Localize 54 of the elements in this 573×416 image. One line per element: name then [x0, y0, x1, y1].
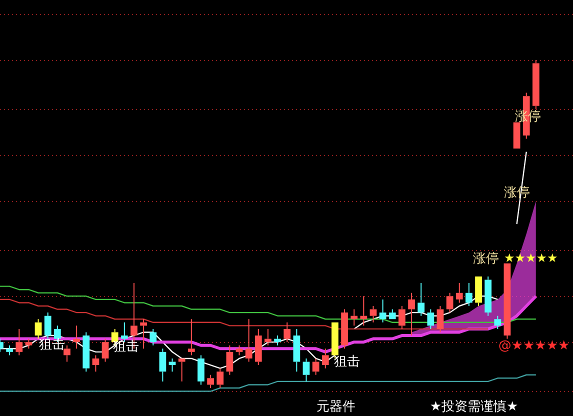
- candlestick: [198, 354, 204, 386]
- candlestick: [44, 312, 52, 340]
- candlestick: [178, 358, 186, 382]
- candlestick: [370, 306, 377, 323]
- candlestick: [274, 335, 281, 346]
- candlestick: [140, 318, 147, 350]
- annotation: @★★★★★: [498, 338, 570, 354]
- candlestick: [456, 282, 463, 304]
- annotation: 狙击: [39, 337, 65, 352]
- candlestick: [73, 325, 80, 350]
- candlestick: [293, 328, 300, 372]
- candlestick: [25, 338, 32, 350]
- candlestick: [484, 276, 492, 316]
- candlestick: [504, 263, 511, 340]
- candlestick: [102, 338, 109, 362]
- candlestick: [418, 282, 425, 316]
- annotation: 涨停: [473, 251, 499, 266]
- candlestick: [159, 348, 166, 382]
- candlestick: [436, 306, 444, 333]
- candlestick: [34, 318, 42, 340]
- candlestick: [16, 328, 23, 356]
- candlestick: [398, 306, 406, 330]
- candlestick: [360, 296, 368, 326]
- candlestick: [216, 368, 224, 388]
- candlestick: [284, 322, 291, 343]
- text: 元器件: [316, 399, 356, 414]
- candlestick: [322, 348, 329, 369]
- candlestick: [466, 282, 472, 306]
- candlestick: [341, 308, 348, 350]
- candlestick: [64, 344, 70, 362]
- candlestick: [475, 276, 482, 306]
- candlestick: [6, 344, 14, 356]
- candlestick: [150, 328, 157, 346]
- candlestick: [92, 354, 100, 372]
- candlestick: [302, 358, 310, 382]
- candlestick: [532, 60, 540, 110]
- candlestick: [264, 328, 272, 346]
- candlestick: [226, 344, 234, 376]
- candlestick: [254, 328, 262, 366]
- candlestick: [427, 308, 434, 330]
- candlestick: [350, 308, 358, 326]
- candlestick: [388, 308, 396, 320]
- candlestick: [245, 318, 252, 362]
- candlestick: [236, 344, 243, 356]
- candlestick: [494, 315, 502, 330]
- text: ★投资需谨慎★: [430, 399, 518, 414]
- candlestick: [82, 332, 90, 372]
- annotation: 狙击: [334, 354, 360, 370]
- candlestick: [188, 318, 195, 356]
- candlestick: [207, 374, 214, 388]
- candlestick: [379, 298, 386, 323]
- candlestick: [408, 292, 415, 336]
- candlestick: [446, 292, 454, 314]
- candlestick: [312, 358, 320, 376]
